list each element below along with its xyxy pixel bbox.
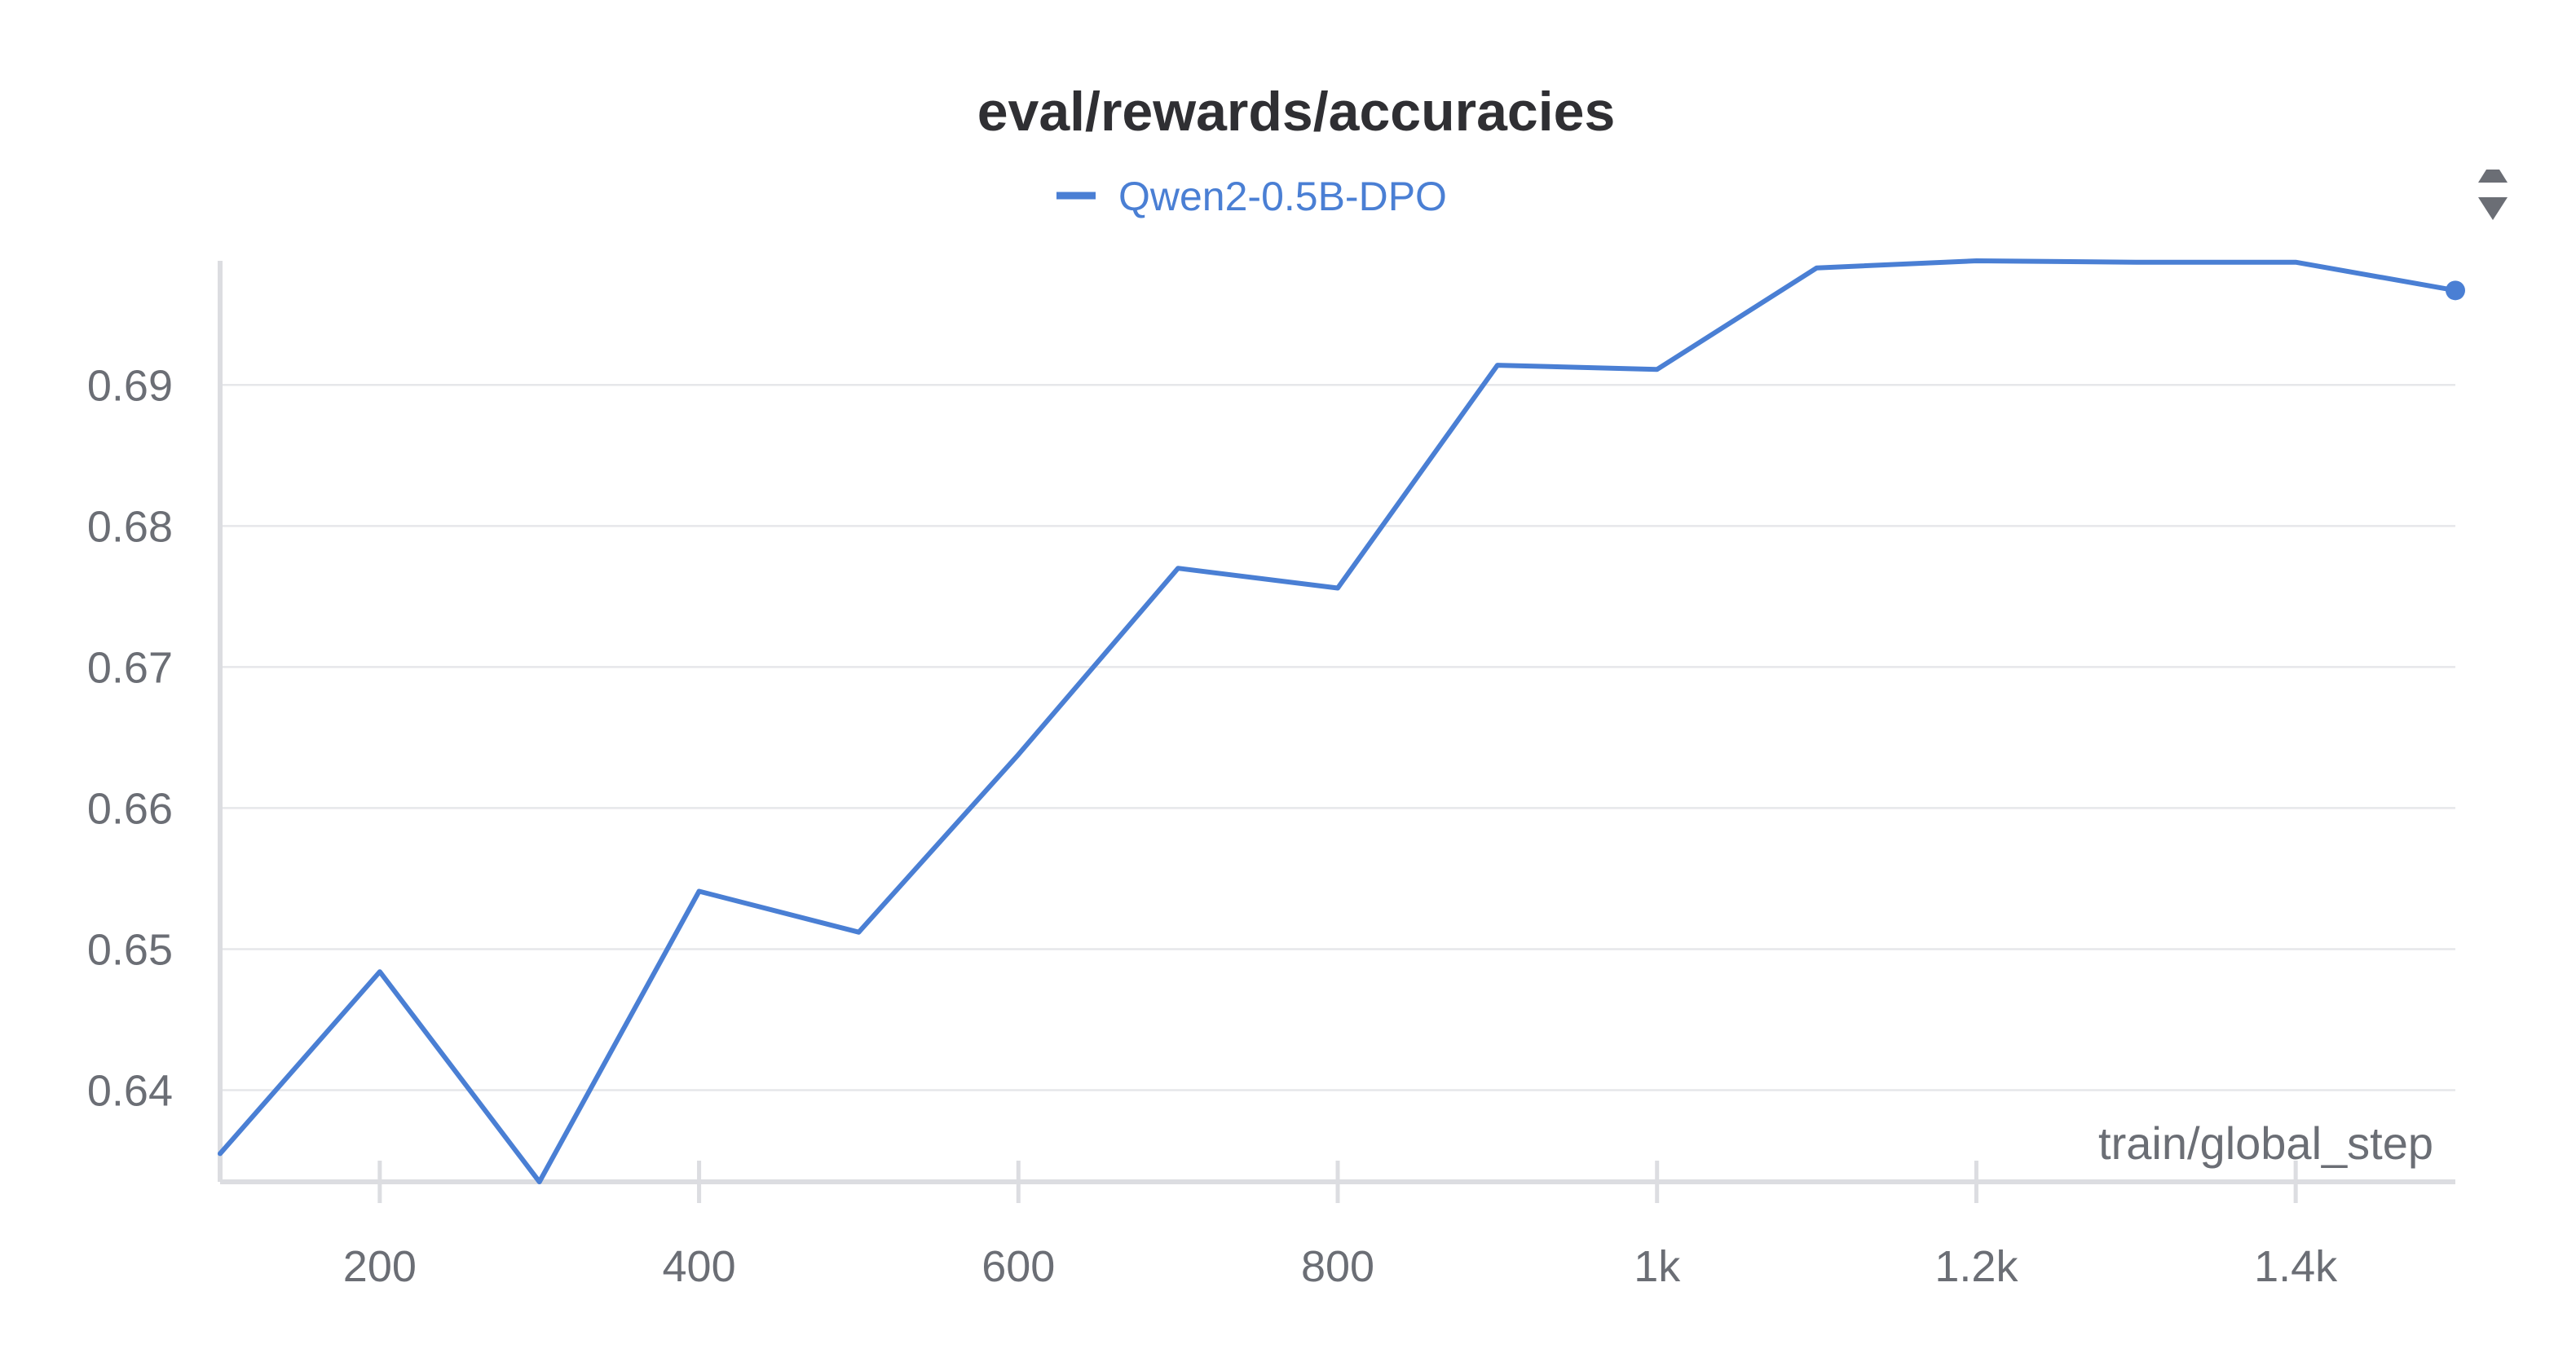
x-tick-label-0: 200 xyxy=(343,1242,417,1291)
x-tick-label-4: 1k xyxy=(1634,1242,1681,1291)
up-down-arrows-icon[interactable] xyxy=(2478,170,2508,220)
y-tick-label-5: 0.69 xyxy=(87,361,173,410)
y-tick-label-0: 0.64 xyxy=(87,1067,173,1116)
y-tick-label-3: 0.67 xyxy=(87,643,173,692)
series-layer xyxy=(218,258,2465,1184)
y-axis-ticks: 0.64 0.65 0.66 0.67 0.68 0.69 xyxy=(87,361,173,1115)
axes xyxy=(218,261,2455,1184)
data-point-0-14 xyxy=(2446,280,2465,301)
x-axis-title: train/global_step xyxy=(2098,1117,2433,1169)
y-tick-label-2: 0.66 xyxy=(87,784,173,833)
y-tick-label-4: 0.68 xyxy=(87,502,173,551)
chart-title: eval/rewards/accuracies xyxy=(977,81,1616,143)
series-line-0 xyxy=(218,258,2458,1184)
x-tick-label-2: 600 xyxy=(981,1242,1055,1291)
x-tick-label-5: 1.2k xyxy=(1934,1242,2018,1291)
x-tick-label-3: 800 xyxy=(1301,1242,1374,1291)
x-tick-label-1: 400 xyxy=(663,1242,736,1291)
y-tick-label-1: 0.65 xyxy=(87,925,173,974)
x-axis-ticks: 200 400 600 800 1k 1.2k 1.4k xyxy=(343,1161,2338,1291)
legend: Qwen2-0.5B-DPO xyxy=(1056,174,1447,219)
grid xyxy=(220,384,2455,1091)
x-tick-label-6: 1.4k xyxy=(2254,1242,2338,1291)
legend-label-series: Qwen2-0.5B-DPO xyxy=(1118,174,1447,219)
